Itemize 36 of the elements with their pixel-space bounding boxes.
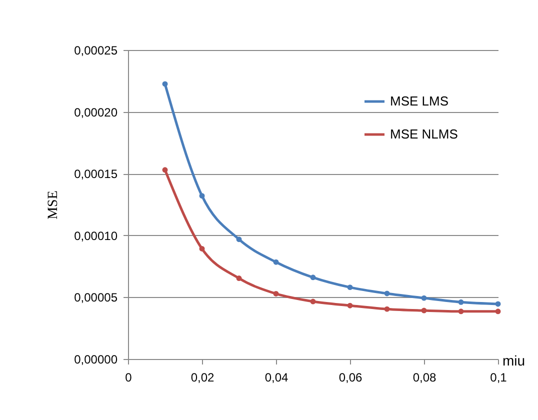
point	[199, 193, 205, 199]
point	[495, 308, 501, 314]
legend-label: MSE NLMS	[390, 126, 458, 142]
point	[199, 246, 205, 252]
y-axis-title: MSE	[46, 190, 62, 220]
point	[495, 301, 501, 307]
y-tick-label: 0,00005	[74, 290, 118, 305]
point	[236, 276, 242, 282]
point	[310, 274, 316, 280]
point	[162, 167, 168, 173]
y-tick-label: 0,00025	[74, 44, 118, 58]
x-axis-title: miu	[502, 352, 526, 368]
point	[384, 290, 390, 296]
point	[273, 291, 279, 296]
x-tick-label: 0,06	[338, 370, 362, 384]
x-tick-label: 0	[125, 370, 132, 384]
legend-label: MSE LMS	[390, 94, 449, 108]
y-tick-label: 0,00000	[74, 352, 118, 366]
point	[421, 295, 427, 301]
point	[347, 284, 353, 290]
point	[347, 302, 353, 308]
y-tick-label: 0,00020	[74, 105, 118, 120]
y-tick-label: 0,00010	[74, 228, 118, 243]
point	[162, 81, 168, 87]
y-tick-label: 0,00015	[74, 167, 118, 182]
x-tick-label: 0,1	[490, 370, 508, 384]
point	[458, 299, 464, 305]
x-tick-label: 0,04	[264, 370, 288, 384]
point	[384, 306, 390, 312]
point	[421, 308, 427, 314]
x-tick-label: 0,02	[190, 370, 214, 384]
x-tick-label: 0,08	[412, 370, 436, 384]
point	[458, 308, 464, 314]
point	[310, 298, 316, 304]
point	[236, 236, 242, 242]
point	[273, 259, 279, 265]
